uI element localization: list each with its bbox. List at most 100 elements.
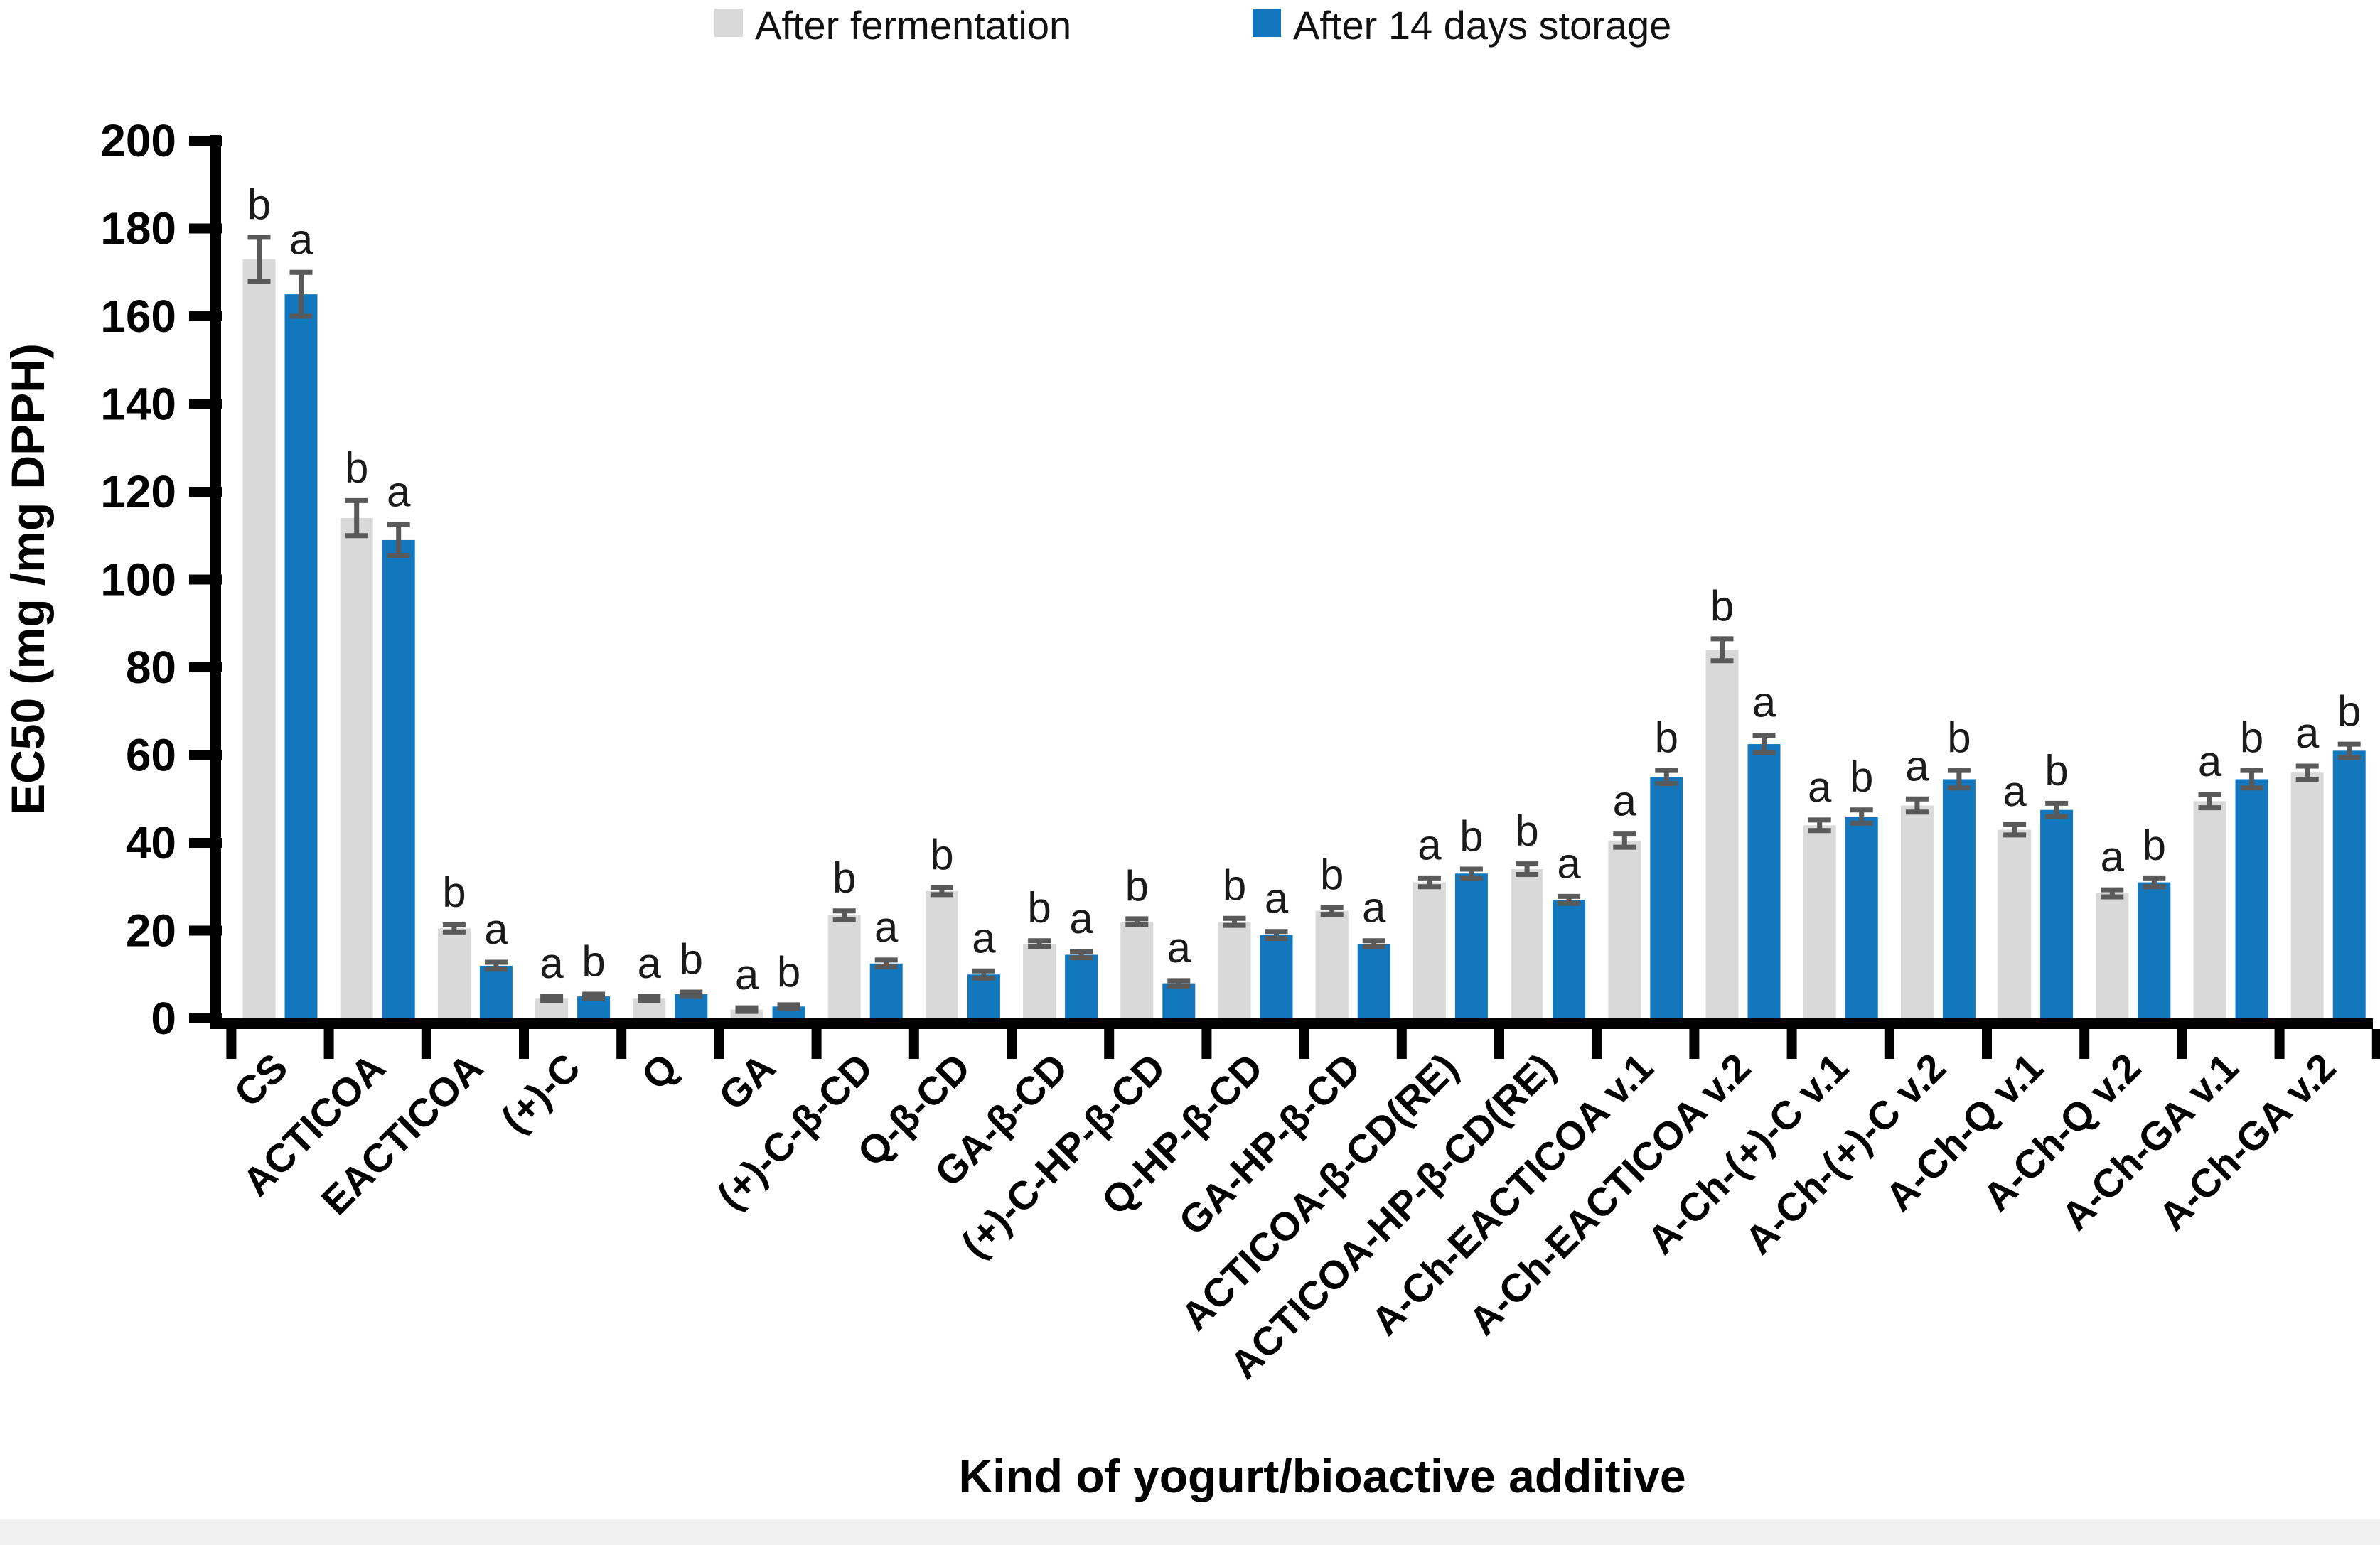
y-tick-label: 100 (100, 554, 176, 605)
error-bar (1752, 733, 1776, 755)
error-bar (1710, 636, 1734, 664)
bar-after-fermentation (1803, 825, 1836, 1018)
bar-after-14-days-storage (1065, 954, 1098, 1018)
error-bar (832, 908, 856, 922)
significance-letter: b (777, 948, 800, 996)
bar-after-fermentation (1998, 829, 2032, 1018)
x-tick (2371, 1029, 2380, 1059)
bar-after-14-days-storage (2235, 779, 2268, 1018)
legend-swatch-after-fermentation (714, 9, 743, 37)
significance-letter: b (345, 443, 368, 491)
significance-letter: b (2337, 687, 2361, 735)
error-bar (540, 994, 564, 1003)
x-tick (1689, 1029, 1700, 1059)
error-bar (442, 922, 466, 935)
significance-letter: a (1362, 884, 1386, 932)
error-bar (2003, 822, 2027, 838)
x-tick (908, 1029, 919, 1059)
significance-letter: b (1850, 753, 1873, 801)
significance-letter: b (1515, 807, 1538, 855)
error-bar (874, 957, 898, 970)
error-bar (680, 989, 703, 999)
y-tick-label: 60 (126, 730, 176, 781)
bar-after-14-days-storage (1650, 777, 1683, 1018)
error-bar (1070, 949, 1093, 961)
bar-after-fermentation (1900, 805, 1934, 1018)
y-tick-label: 80 (126, 642, 176, 693)
significance-letter: a (540, 940, 564, 987)
error-bar (247, 235, 271, 284)
error-bar (930, 885, 953, 898)
x-axis-line (210, 1018, 2373, 1029)
x-tick (2177, 1029, 2187, 1059)
legend: After fermentation After 14 days storage (714, 3, 1671, 48)
error-bar (638, 994, 661, 1003)
x-tick (226, 1029, 237, 1059)
bar-after-fermentation (2193, 801, 2226, 1018)
plot-area: 020406080100120140160180200baCSbaACTICOA… (100, 115, 2380, 1387)
significance-letter: a (735, 951, 759, 998)
error-bar (1362, 938, 1385, 949)
legend-label-after-fermentation: After fermentation (755, 3, 1071, 48)
x-tick (1104, 1029, 1115, 1059)
significance-letter: a (1808, 763, 1832, 811)
x-tick (714, 1029, 724, 1059)
error-bar (2045, 800, 2069, 819)
error-bar (777, 1002, 800, 1011)
x-tick (1494, 1029, 1504, 1059)
error-bar (289, 269, 313, 319)
x-tick (1396, 1029, 1407, 1059)
error-bar (1947, 768, 1971, 791)
bar-after-14-days-storage (2138, 882, 2171, 1018)
bar-after-14-days-storage (1162, 983, 1196, 1018)
significance-letter: a (1167, 924, 1191, 971)
significance-letter: b (2143, 821, 2166, 868)
bar-after-14-days-storage (1260, 935, 1293, 1018)
bar-after-fermentation (242, 259, 276, 1019)
significance-letter: a (2003, 768, 2027, 815)
error-bar (735, 1005, 759, 1014)
bar-after-fermentation (340, 518, 373, 1018)
error-bar (1905, 796, 1929, 815)
significance-letter: a (1613, 777, 1637, 825)
x-tick (2079, 1029, 2090, 1059)
significance-letter: b (1320, 851, 1344, 898)
error-bar (387, 522, 410, 559)
x-tick (421, 1029, 431, 1059)
x-tick (811, 1029, 822, 1059)
error-bar (345, 497, 368, 539)
bar-after-14-days-storage (1357, 944, 1390, 1018)
bar-after-14-days-storage (869, 963, 903, 1018)
y-axis-line (210, 135, 221, 1029)
error-bar (2143, 875, 2166, 890)
y-tick-label: 140 (100, 379, 176, 430)
error-bar (1417, 875, 1441, 890)
y-tick-label: 0 (151, 993, 176, 1044)
error-bar (1223, 915, 1246, 928)
significance-letter: a (1557, 839, 1581, 887)
bar-after-fermentation (827, 915, 861, 1018)
error-bar (1028, 938, 1051, 949)
significance-letter: a (1069, 895, 1093, 942)
x-tick (1592, 1029, 1602, 1059)
error-bar (2337, 741, 2361, 760)
y-tick-label: 120 (100, 466, 176, 517)
significance-letter: a (1265, 875, 1289, 922)
significance-letter: a (387, 468, 411, 515)
error-bar (972, 968, 995, 981)
x-tick (616, 1029, 627, 1059)
significance-letter: b (247, 181, 271, 228)
error-bar (1265, 929, 1288, 942)
bar-after-fermentation (925, 890, 958, 1018)
bar-after-14-days-storage (1942, 779, 1976, 1018)
significance-letter: b (2240, 714, 2263, 761)
error-bar (1516, 861, 1539, 877)
error-bar (484, 959, 508, 972)
bar-after-fermentation (2096, 893, 2129, 1018)
bar-after-14-days-storage (1553, 900, 1586, 1018)
legend-label-after-14-days-storage: After 14 days storage (1293, 3, 1671, 48)
bar-after-fermentation (1023, 944, 1056, 1018)
bar-after-fermentation (1705, 650, 1739, 1018)
significance-letter: b (1947, 714, 1971, 761)
error-bar (1320, 905, 1344, 917)
